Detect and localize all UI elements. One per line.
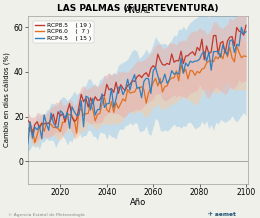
Title: LAS PALMAS (FUERTEVENTURA): LAS PALMAS (FUERTEVENTURA) — [57, 4, 219, 13]
Text: ANUAL: ANUAL — [125, 6, 151, 15]
Text: ✈ aemet: ✈ aemet — [208, 212, 236, 217]
Text: © Agencia Estatal de Meteorología: © Agencia Estatal de Meteorología — [8, 213, 85, 217]
Legend: RCP8.5    ( 19 ), RCP6.0    (  7 ), RCP4.5    ( 15 ): RCP8.5 ( 19 ), RCP6.0 ( 7 ), RCP4.5 ( 15… — [33, 20, 94, 43]
Y-axis label: Cambio en días cálidos (%): Cambio en días cálidos (%) — [4, 52, 11, 147]
X-axis label: Año: Año — [130, 198, 146, 207]
